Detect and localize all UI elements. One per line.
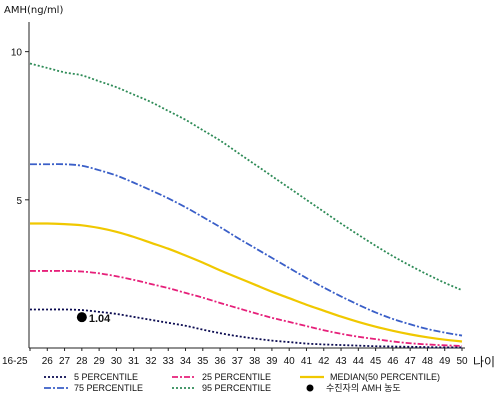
x-tick-label: 33 bbox=[163, 356, 175, 367]
x-tick-label: 30 bbox=[111, 356, 123, 367]
marker-point bbox=[76, 312, 87, 323]
legend-label: 5 PERCENTILE bbox=[74, 372, 138, 382]
x-tick-label: 36 bbox=[215, 356, 227, 367]
x-tick-label: 44 bbox=[353, 356, 365, 367]
legend-marker-dot bbox=[306, 384, 314, 392]
x-tick-label: 31 bbox=[128, 356, 140, 367]
axes bbox=[28, 22, 465, 349]
y-tick-label: 5 bbox=[16, 196, 22, 207]
x-tick-label: 34 bbox=[180, 356, 192, 367]
x-tick-label: 26 bbox=[42, 356, 54, 367]
x-tick-label: 45 bbox=[370, 356, 382, 367]
marker-label: 1.04 bbox=[89, 313, 111, 325]
x-tick-label: 48 bbox=[422, 356, 434, 367]
x-tick-label: 50 bbox=[456, 356, 468, 367]
series-line-75-percentile bbox=[30, 163, 463, 337]
legend-marker-label: 수진자의 AMH 농도 bbox=[326, 383, 401, 393]
legend-label: 75 PERCENTILE bbox=[74, 383, 143, 393]
x-tick-label: 16-25 bbox=[2, 356, 28, 367]
x-tick-label: 37 bbox=[232, 356, 244, 367]
series-line-25-percentile bbox=[29, 270, 463, 347]
series-group bbox=[29, 62, 463, 349]
x-tick-label: 39 bbox=[266, 356, 278, 367]
x-axis-label: 나이 bbox=[473, 355, 495, 369]
x-tick-label: 32 bbox=[145, 356, 157, 367]
x-tick-label: 29 bbox=[94, 356, 106, 367]
x-tick-label: 38 bbox=[249, 356, 261, 367]
y-tick-label: 10 bbox=[11, 48, 23, 59]
series-line-95-percentile bbox=[29, 62, 463, 292]
series-line-5-percentile bbox=[30, 308, 463, 349]
legend-label: 95 PERCENTILE bbox=[202, 383, 271, 393]
x-tick-label: 27 bbox=[59, 356, 71, 367]
series-line-median-50-percentile bbox=[29, 222, 463, 343]
x-tick-label: 28 bbox=[76, 356, 88, 367]
x-tick-label: 49 bbox=[439, 356, 451, 367]
y-axis-label: AMH(ng/ml) bbox=[4, 5, 63, 16]
legend-label: 25 PERCENTILE bbox=[202, 372, 271, 382]
legend: 5 PERCENTILE 25 PERCENTILE MEDIAN(50 PERCE… bbox=[44, 372, 440, 393]
x-tick-label: 46 bbox=[387, 356, 399, 367]
marker-group: 1.04 bbox=[76, 312, 111, 325]
x-tick-label: 40 bbox=[284, 356, 296, 367]
ticks: 5 10 16-25 26 27 28 29 30 31 32 33 34 35 36 37 38 39 40 41… bbox=[2, 48, 468, 367]
legend-label: MEDIAN(50 PERCENTILE) bbox=[330, 372, 440, 382]
x-tick-label: 43 bbox=[335, 356, 347, 367]
x-tick-label: 41 bbox=[301, 356, 313, 367]
x-tick-label: 42 bbox=[318, 356, 330, 367]
x-tick-label: 47 bbox=[405, 356, 417, 367]
x-tick-label: 35 bbox=[197, 356, 209, 367]
